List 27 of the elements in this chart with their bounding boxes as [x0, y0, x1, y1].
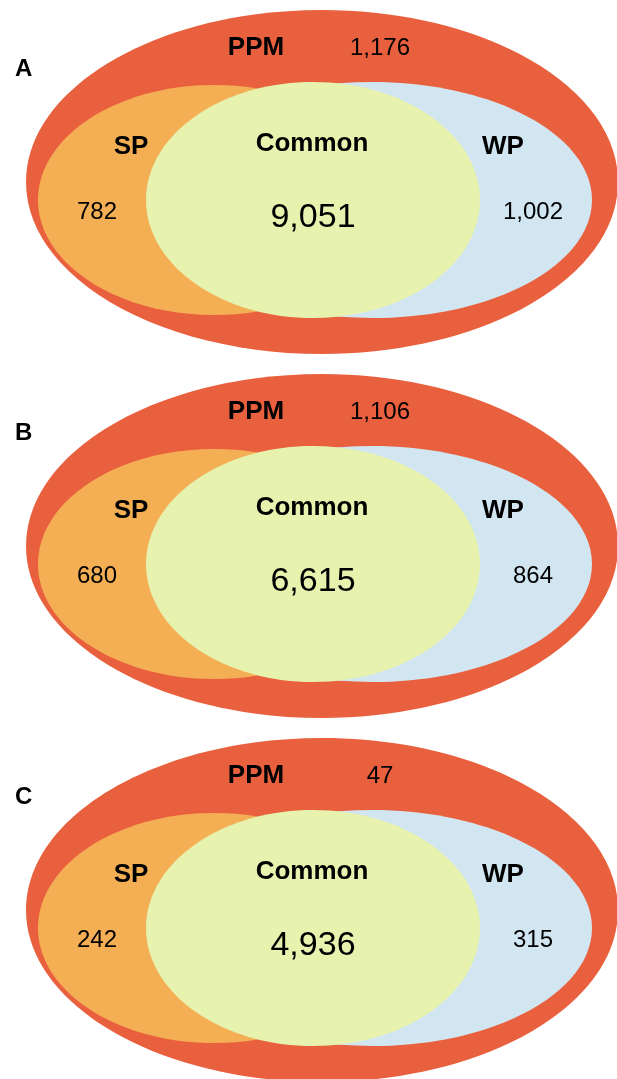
data-label: 9,051	[270, 196, 356, 234]
data-label: 680	[76, 560, 118, 588]
category-label: Common	[255, 855, 369, 885]
data-label: 1,176	[349, 32, 411, 60]
text: A	[15, 53, 33, 81]
category-label: SP	[113, 130, 149, 160]
category-label: Common	[255, 491, 369, 521]
category-label: Common	[255, 127, 369, 157]
data-label: 1,106	[349, 396, 411, 424]
category-label: WP	[482, 494, 524, 524]
text: C	[15, 781, 33, 809]
data-label: 6,615	[270, 560, 356, 598]
data-label: 1,002	[502, 196, 564, 224]
data-label: 782	[76, 196, 118, 224]
category-label: PPM	[227, 759, 285, 789]
data-label: 47	[366, 760, 394, 788]
data-label: 242	[76, 924, 118, 952]
category-label: PPM	[227, 395, 285, 425]
category-label: WP	[482, 130, 524, 160]
category-label: SP	[113, 858, 149, 888]
category-label: SP	[113, 494, 149, 524]
data-label: 4,936	[270, 924, 356, 962]
category-label: PPM	[227, 31, 285, 61]
text: B	[15, 417, 33, 445]
category-label: WP	[482, 858, 524, 888]
data-label: 864	[512, 560, 554, 588]
data-label: 315	[512, 924, 554, 952]
